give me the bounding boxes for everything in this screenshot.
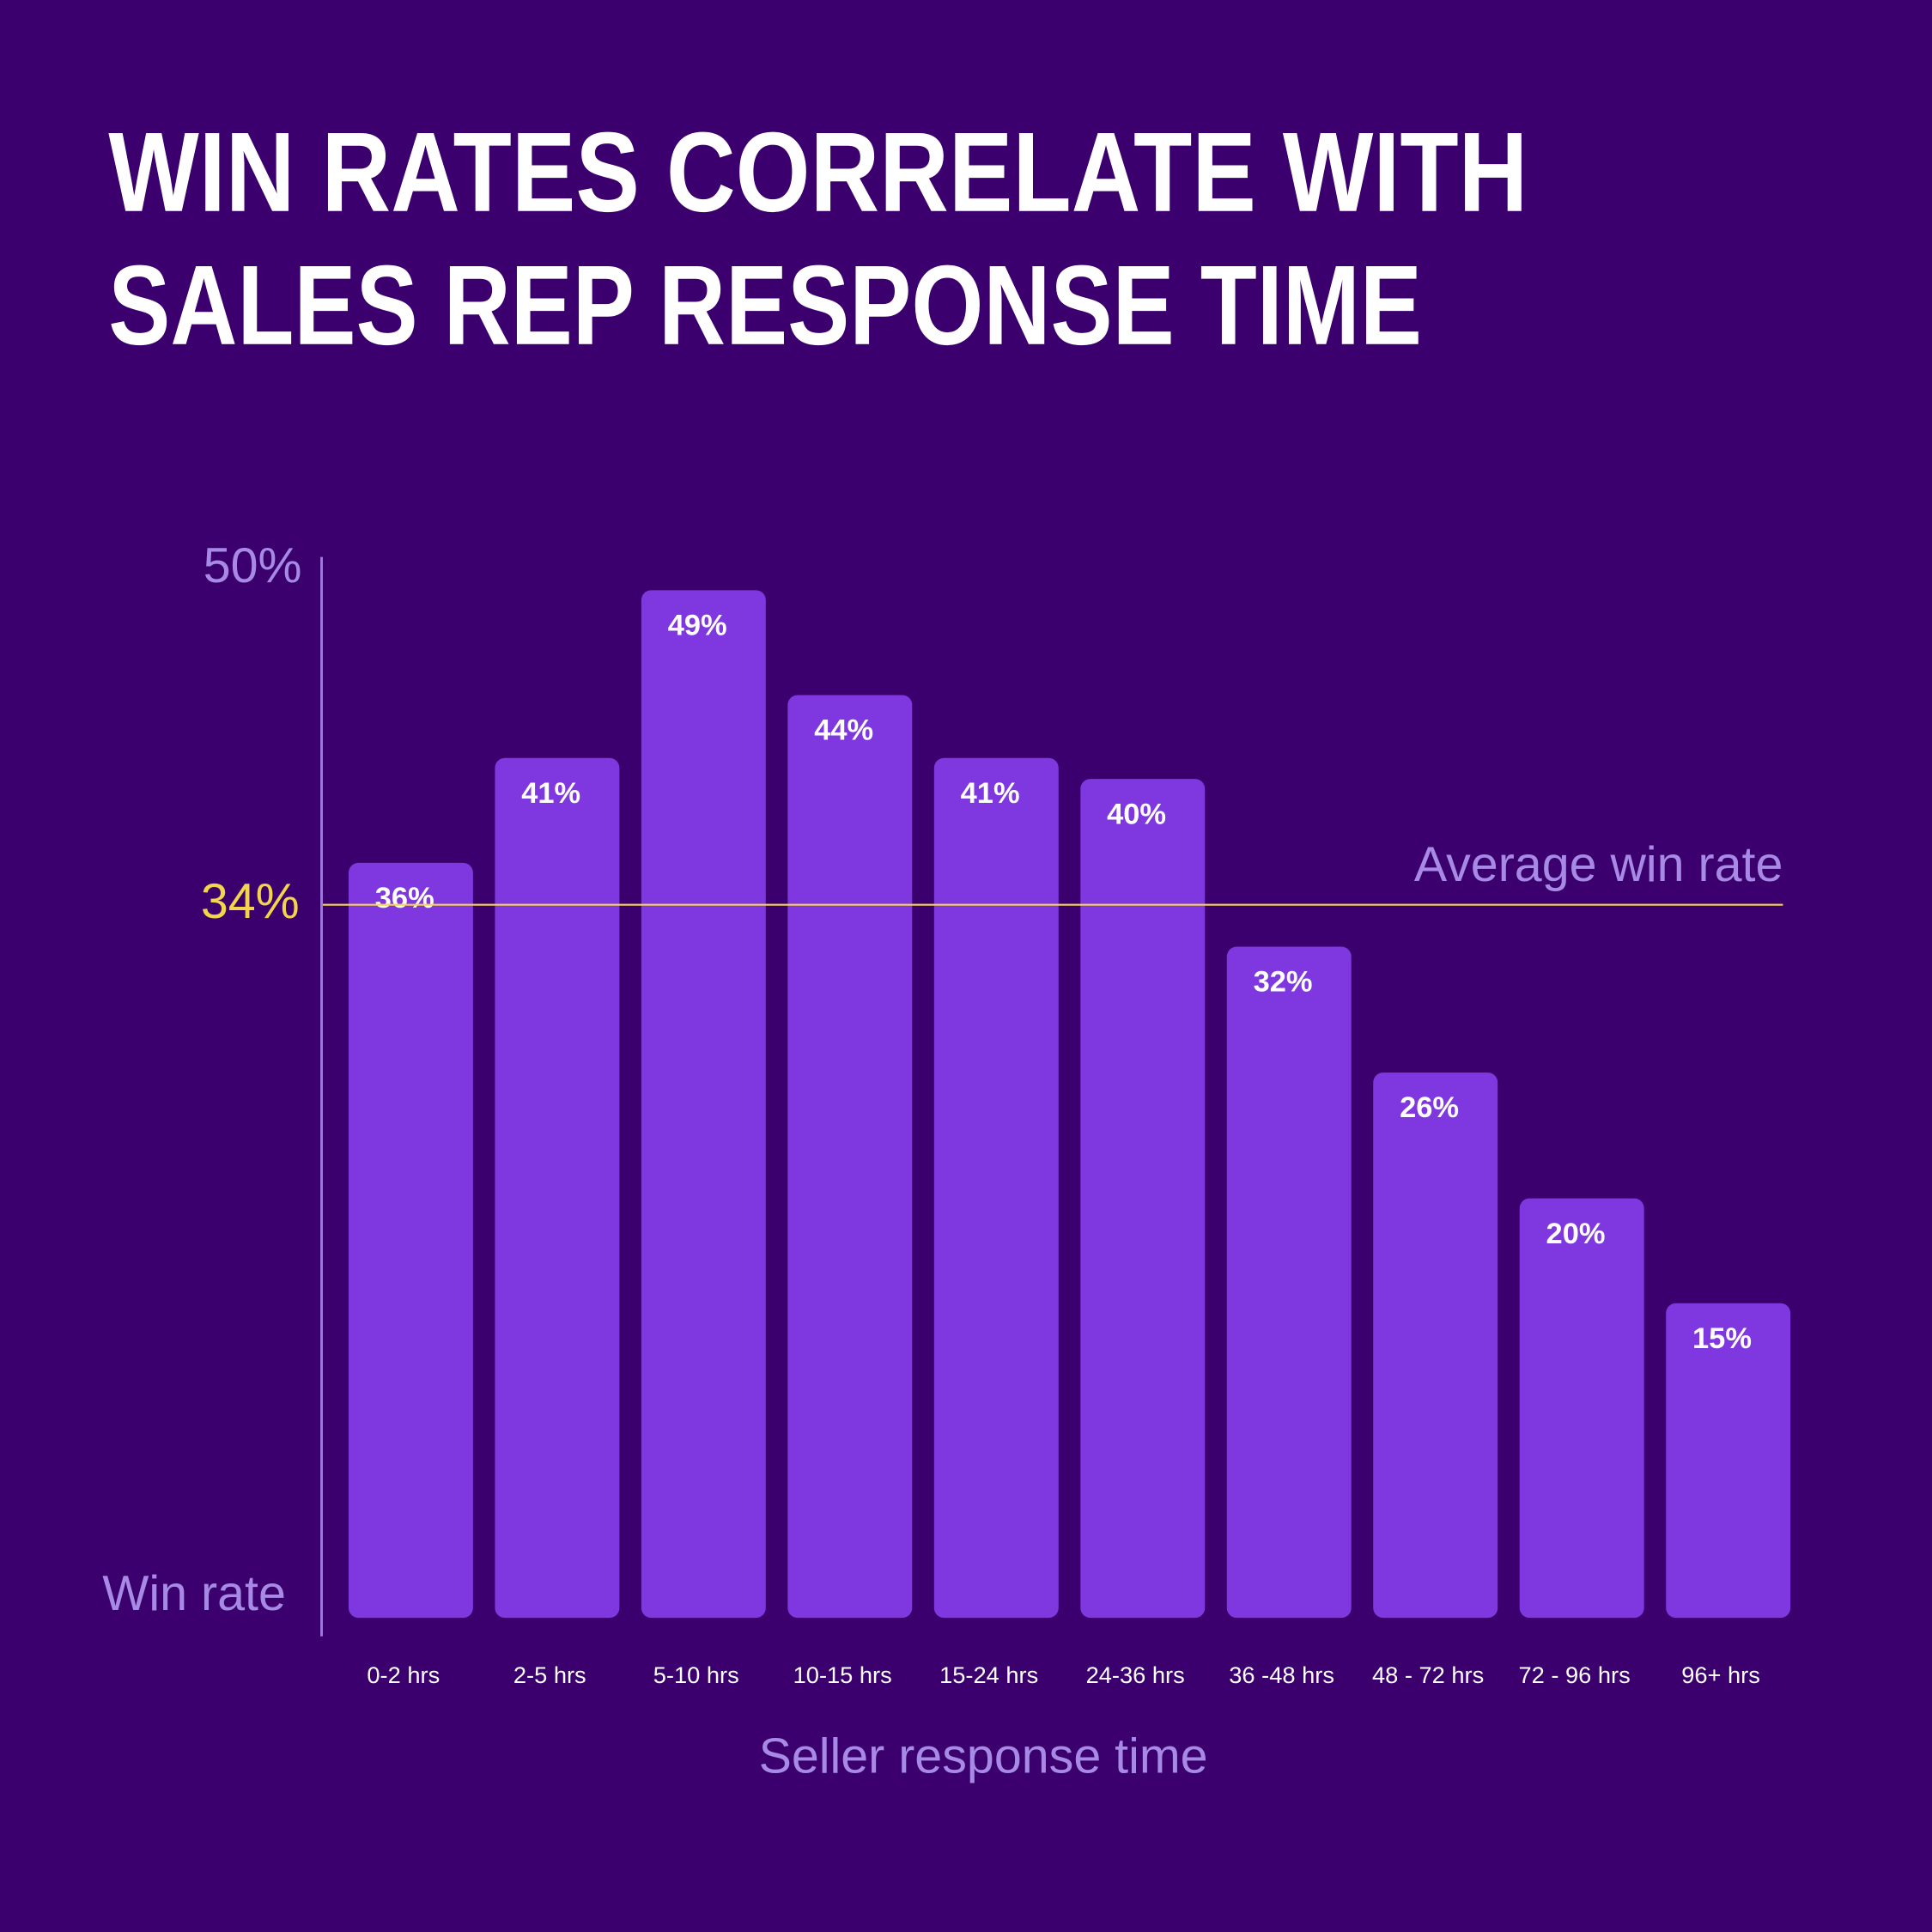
x-tick-label: 72 - 96 hrs xyxy=(1518,1662,1630,1688)
x-axis-label: Seller response time xyxy=(759,1728,1208,1783)
bar xyxy=(1519,1198,1644,1619)
bar xyxy=(348,862,473,1619)
value-label: 41% xyxy=(961,777,1020,810)
x-tick-label: 24-36 hrs xyxy=(1086,1662,1185,1688)
value-label: 36% xyxy=(375,882,434,914)
bar xyxy=(1226,946,1352,1619)
value-label: 44% xyxy=(814,714,873,747)
x-tick-label: 10-15 hrs xyxy=(793,1662,892,1688)
value-label: 40% xyxy=(1107,798,1166,830)
bar xyxy=(1373,1072,1498,1619)
value-label: 49% xyxy=(668,610,727,642)
x-tick-label: 48 - 72 hrs xyxy=(1372,1662,1484,1688)
y-axis-label: Win rate xyxy=(102,1566,286,1621)
chart-title: SALES REP RESPONSE TIME xyxy=(108,241,1422,368)
value-label: 15% xyxy=(1692,1322,1752,1355)
bar xyxy=(1080,779,1206,1619)
average-tick-label: 34% xyxy=(201,874,300,929)
value-label: 32% xyxy=(1254,966,1313,999)
x-tick-label: 5-10 hrs xyxy=(653,1662,739,1688)
bar xyxy=(787,695,913,1619)
x-tick-label: 2-5 hrs xyxy=(513,1662,586,1688)
chart-title: WIN RATES CORRELATE WITH xyxy=(108,108,1528,235)
y-tick-label: 50% xyxy=(204,538,302,593)
average-label: Average win rate xyxy=(1414,837,1783,892)
value-label: 20% xyxy=(1546,1218,1606,1250)
x-tick-label: 36 -48 hrs xyxy=(1229,1662,1334,1688)
x-tick-label: 0-2 hrs xyxy=(367,1662,440,1688)
x-tick-label: 15-24 hrs xyxy=(939,1662,1038,1688)
x-tick-label: 96+ hrs xyxy=(1681,1662,1760,1688)
value-label: 41% xyxy=(521,777,580,810)
bar xyxy=(495,757,620,1619)
value-label: 26% xyxy=(1400,1091,1459,1124)
bar xyxy=(933,757,1059,1619)
bar xyxy=(1666,1303,1791,1619)
bar xyxy=(641,590,766,1619)
